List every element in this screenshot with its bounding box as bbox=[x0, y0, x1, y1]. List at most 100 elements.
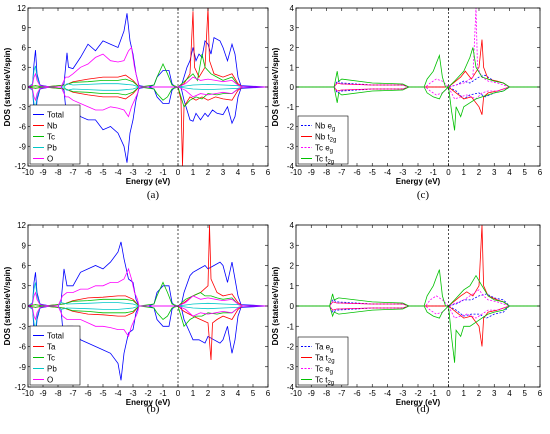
y-tick-label: -3 bbox=[19, 103, 27, 112]
y-tick-label: 6 bbox=[22, 262, 27, 271]
x-tick-label: -9 bbox=[308, 168, 316, 177]
y-tick-label: -2 bbox=[287, 123, 295, 132]
y-axis-label: DOS (states/eV/spin) bbox=[3, 47, 12, 126]
x-tick-label: -6 bbox=[84, 389, 92, 398]
legend: Total Nb Tc Pb O bbox=[29, 104, 81, 165]
y-tick-label: -4 bbox=[287, 383, 295, 392]
x-tick-label: -2 bbox=[414, 389, 422, 398]
legend-entry: Pb bbox=[47, 365, 57, 374]
x-axis-label: Energy (eV) bbox=[126, 177, 171, 186]
series-line-0-up bbox=[296, 293, 540, 307]
legend-box bbox=[297, 115, 349, 165]
legend-entry: Tc t2g bbox=[315, 155, 334, 166]
x-tick-label: 6 bbox=[538, 168, 543, 177]
x-tick-label: -1 bbox=[159, 389, 167, 398]
y-tick-label: 12 bbox=[17, 221, 26, 230]
y-tick-label: -9 bbox=[19, 363, 27, 372]
series-line-3-down bbox=[28, 86, 268, 109]
y-tick-label: -1 bbox=[287, 103, 295, 112]
y-tick-label: -9 bbox=[19, 142, 27, 151]
y-tick-label: 9 bbox=[22, 241, 27, 250]
series-line-3-up bbox=[296, 47, 540, 88]
y-tick-label: 3 bbox=[22, 63, 27, 72]
x-tick-label: 4 bbox=[236, 168, 241, 177]
x-axis-label: Energy (eV) bbox=[396, 398, 441, 407]
x-tick-label: 0 bbox=[176, 389, 181, 398]
x-tick-label: 3 bbox=[492, 168, 497, 177]
y-tick-label: 0 bbox=[290, 83, 295, 92]
x-tick-label: -8 bbox=[54, 389, 62, 398]
x-tick-label: -6 bbox=[353, 389, 361, 398]
y-tick-label: 1 bbox=[290, 63, 295, 72]
x-tick-label: 0 bbox=[176, 168, 181, 177]
series-line-4-up bbox=[28, 267, 268, 307]
x-tick-label: -3 bbox=[399, 168, 407, 177]
legend-entry: Tc bbox=[47, 354, 55, 363]
x-tick-label: 1 bbox=[462, 168, 467, 177]
x-tick-label: 1 bbox=[462, 389, 467, 398]
x-tick-label: -7 bbox=[338, 168, 346, 177]
series-line-0-up bbox=[28, 13, 268, 88]
series-line-2-down bbox=[28, 305, 268, 328]
plot-area bbox=[28, 225, 268, 381]
x-tick-label: 4 bbox=[236, 389, 241, 398]
y-tick-label: -12 bbox=[14, 383, 26, 392]
plot-area bbox=[296, 8, 540, 131]
x-tick-label: -2 bbox=[144, 168, 152, 177]
y-tick-label: -3 bbox=[19, 322, 27, 331]
panel-label: (b) bbox=[147, 403, 160, 415]
series-line-0-up bbox=[28, 241, 268, 307]
legend-entry: Ta bbox=[47, 343, 56, 352]
series-line-1-up bbox=[28, 8, 268, 88]
legend-entry: Nb eg bbox=[315, 122, 335, 133]
y-tick-label: 0 bbox=[290, 302, 295, 311]
series-line-0-down bbox=[296, 305, 540, 319]
x-tick-label: 5 bbox=[523, 389, 528, 398]
series-line-1-down bbox=[28, 86, 268, 166]
y-axis-label: DOS (states/eV/spin) bbox=[3, 266, 12, 345]
series-line-3-down bbox=[296, 86, 540, 131]
y-tick-label: 12 bbox=[17, 4, 26, 13]
x-tick-label: 2 bbox=[206, 389, 211, 398]
series-line-1-up bbox=[28, 225, 268, 307]
x-tick-label: 6 bbox=[538, 389, 543, 398]
y-tick-label: 9 bbox=[22, 24, 27, 33]
x-tick-label: -1 bbox=[430, 389, 438, 398]
chart-panel-0: -10 -9 -8 -7 -6 -5 -4 -3 -2 -1 0 1 2 3 4 5 6-12-9-6-3036… bbox=[3, 4, 271, 201]
series-line-0-down bbox=[296, 86, 540, 100]
x-tick-label: -4 bbox=[384, 168, 392, 177]
panel-label: (a) bbox=[147, 189, 160, 201]
x-tick-label: 2 bbox=[477, 168, 482, 177]
legend-entry: Tc t2g bbox=[315, 376, 334, 387]
panel-label: (d) bbox=[417, 403, 430, 415]
series-line-2-up bbox=[296, 8, 540, 88]
x-tick-label: -5 bbox=[99, 389, 107, 398]
series-line-1-up bbox=[296, 39, 540, 88]
y-tick-label: 3 bbox=[290, 24, 295, 33]
series-line-3-down bbox=[28, 305, 268, 330]
x-tick-label: 5 bbox=[251, 168, 256, 177]
y-tick-label: -1 bbox=[287, 322, 295, 331]
x-tick-label: 4 bbox=[507, 389, 512, 398]
series-line-4-down bbox=[28, 86, 268, 118]
x-tick-label: -4 bbox=[114, 389, 122, 398]
y-tick-label: -4 bbox=[287, 162, 295, 171]
x-tick-label: -10 bbox=[22, 389, 34, 398]
y-tick-label: 0 bbox=[22, 302, 27, 311]
legend-box bbox=[297, 336, 349, 386]
x-tick-label: 1 bbox=[191, 168, 196, 177]
x-tick-label: -7 bbox=[69, 168, 77, 177]
y-tick-label: 4 bbox=[290, 221, 295, 230]
x-axis-label: Energy (eV) bbox=[396, 177, 441, 186]
legend-entry: Total bbox=[47, 111, 64, 120]
legend-entry: Nb t2g bbox=[315, 133, 336, 144]
plot-area bbox=[28, 8, 268, 166]
x-tick-label: 0 bbox=[446, 168, 451, 177]
series-line-0-up bbox=[296, 74, 540, 88]
x-tick-label: -8 bbox=[323, 168, 331, 177]
x-tick-label: 3 bbox=[221, 389, 226, 398]
legend-entry: Ta t2g bbox=[315, 354, 335, 365]
y-axis-label: DOS (states/eV/spin) bbox=[271, 266, 280, 345]
y-tick-label: 3 bbox=[290, 241, 295, 250]
